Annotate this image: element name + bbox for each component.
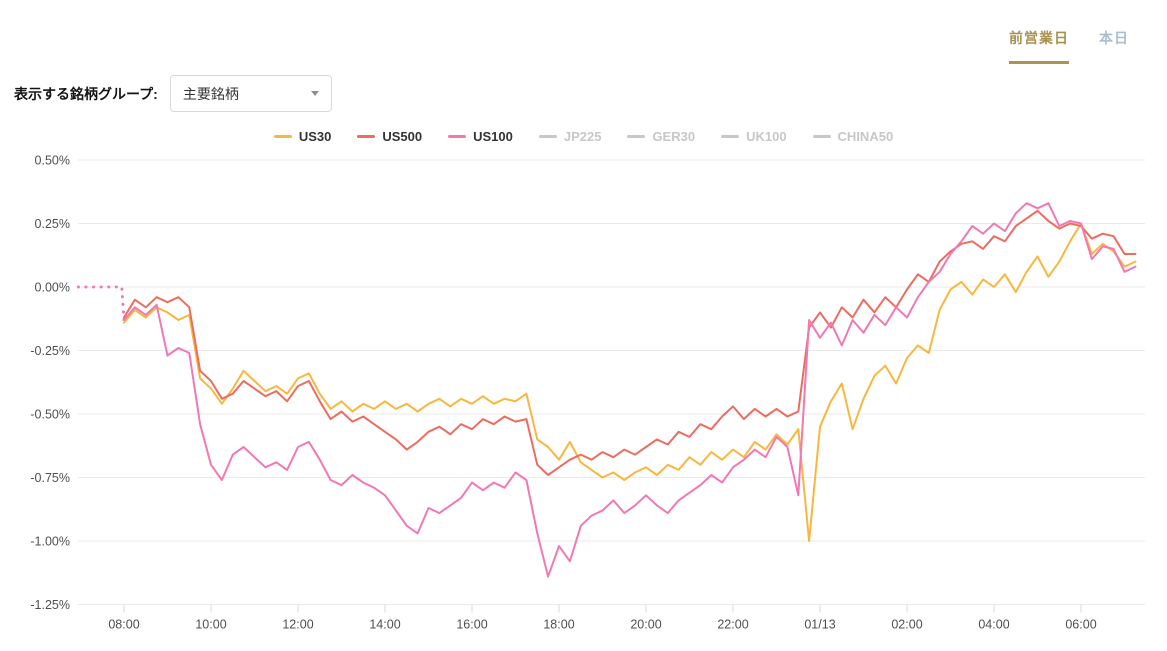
- svg-text:10:00: 10:00: [195, 618, 226, 632]
- legend-label: GER30: [652, 129, 696, 144]
- legend-label: US500: [382, 129, 423, 144]
- legend-swatch-icon: [448, 135, 467, 138]
- legend-item-us500[interactable]: US500: [357, 129, 422, 144]
- chart-legend: US30 US500 US100 JP225 GER30 UK100 CHINA50: [0, 129, 1167, 144]
- legend-swatch-icon: [273, 135, 292, 138]
- symbol-group-selected-value: 主要銘柄: [182, 85, 239, 102]
- chevron-down-icon: [310, 91, 319, 96]
- svg-text:16:00: 16:00: [456, 618, 487, 632]
- legend-item-jp225[interactable]: JP225: [538, 129, 602, 144]
- legend-item-ger30[interactable]: GER30: [627, 129, 695, 144]
- legend-swatch-icon: [721, 135, 740, 138]
- legend-item-us30[interactable]: US30: [273, 129, 332, 144]
- svg-text:14:00: 14:00: [369, 618, 400, 632]
- svg-text:0.00%: 0.00%: [35, 281, 70, 295]
- legend-item-us100[interactable]: US100: [448, 129, 513, 144]
- svg-text:08:00: 08:00: [108, 618, 139, 632]
- tab-previous-business-day-label: 前営業日: [1009, 30, 1069, 46]
- legend-label: JP225: [563, 129, 602, 144]
- svg-text:12:00: 12:00: [282, 618, 313, 632]
- svg-text:-1.00%: -1.00%: [30, 535, 70, 549]
- symbol-group-filter: 表示する銘柄グループ: 主要銘柄: [14, 75, 332, 112]
- svg-text:20:00: 20:00: [630, 618, 661, 632]
- svg-text:-0.50%: -0.50%: [30, 408, 70, 422]
- series-line-us30: [123, 222, 1137, 542]
- symbol-group-label: 表示する銘柄グループ:: [14, 85, 158, 102]
- legend-label: CHINA50: [837, 129, 894, 144]
- svg-text:06:00: 06:00: [1065, 618, 1096, 632]
- baseline-dotted-line: [76, 285, 126, 322]
- tab-today[interactable]: 本日: [1099, 28, 1129, 64]
- legend-swatch-icon: [538, 135, 557, 138]
- svg-text:-0.25%: -0.25%: [30, 344, 70, 358]
- svg-text:18:00: 18:00: [543, 618, 574, 632]
- series-line-us100: [123, 202, 1137, 578]
- tab-previous-business-day[interactable]: 前営業日: [1009, 28, 1069, 64]
- legend-label: US100: [473, 129, 513, 144]
- svg-text:-0.75%: -0.75%: [30, 471, 70, 485]
- svg-text:22:00: 22:00: [717, 618, 748, 632]
- svg-text:01/13: 01/13: [804, 618, 835, 632]
- performance-chart[interactable]: 0.50% 0.25% 0.00% -0.25% -0.50% -0.75% -1.00% -…: [0, 150, 1167, 646]
- series-line-us500: [123, 209, 1137, 476]
- legend-swatch-icon: [627, 135, 646, 138]
- legend-item-uk100[interactable]: UK100: [721, 129, 787, 144]
- legend-label: US30: [298, 129, 332, 144]
- svg-text:04:00: 04:00: [978, 618, 1009, 632]
- legend-label: UK100: [746, 129, 787, 144]
- period-tabs: 前営業日 本日: [1009, 28, 1129, 64]
- svg-text:-1.25%: -1.25%: [30, 598, 70, 612]
- legend-swatch-icon: [812, 135, 831, 138]
- svg-text:0.25%: 0.25%: [35, 217, 70, 231]
- svg-text:02:00: 02:00: [891, 618, 922, 632]
- chart-canvas[interactable]: 0.50% 0.25% 0.00% -0.25% -0.50% -0.75% -1.00% -…: [0, 150, 1167, 646]
- legend-item-china50[interactable]: CHINA50: [812, 129, 894, 144]
- legend-swatch-icon: [357, 135, 376, 138]
- svg-text:0.50%: 0.50%: [35, 154, 70, 168]
- tab-today-label: 本日: [1099, 30, 1129, 46]
- symbol-group-select[interactable]: 主要銘柄: [169, 75, 332, 112]
